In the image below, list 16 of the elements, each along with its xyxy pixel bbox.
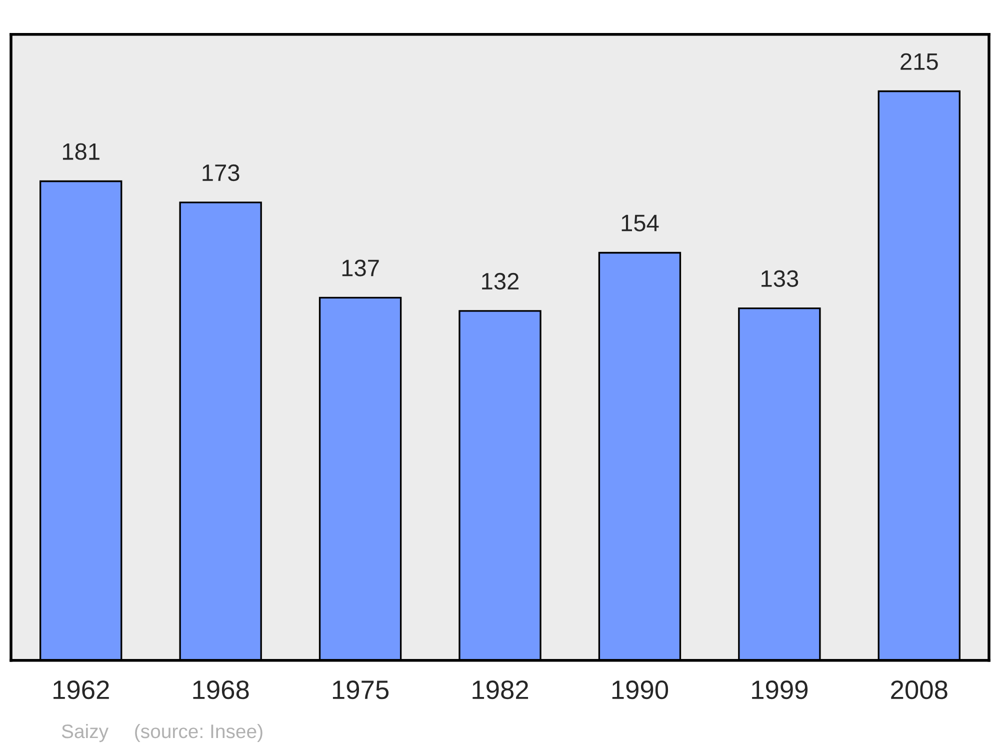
- x-tick-label: 2008: [891, 680, 948, 700]
- data-label: 173: [202, 164, 240, 182]
- data-label: 215: [900, 53, 938, 70]
- text: (source: Insee): [135, 724, 262, 742]
- data-label: 133: [762, 270, 798, 287]
- text: Saizy: [62, 724, 109, 742]
- x-tick-label: 1962: [54, 680, 109, 700]
- x-tick-label: 1990: [612, 680, 668, 700]
- x-tick-label: 1975: [332, 680, 389, 700]
- data-label: 137: [342, 260, 379, 276]
- data-label: 181: [62, 143, 100, 160]
- data-label: 132: [482, 272, 519, 290]
- data-label: 154: [622, 214, 659, 232]
- x-tick-label: 1982: [472, 680, 528, 700]
- x-tick-label: 1999: [752, 680, 808, 700]
- x-tick-label: 1968: [193, 680, 249, 700]
